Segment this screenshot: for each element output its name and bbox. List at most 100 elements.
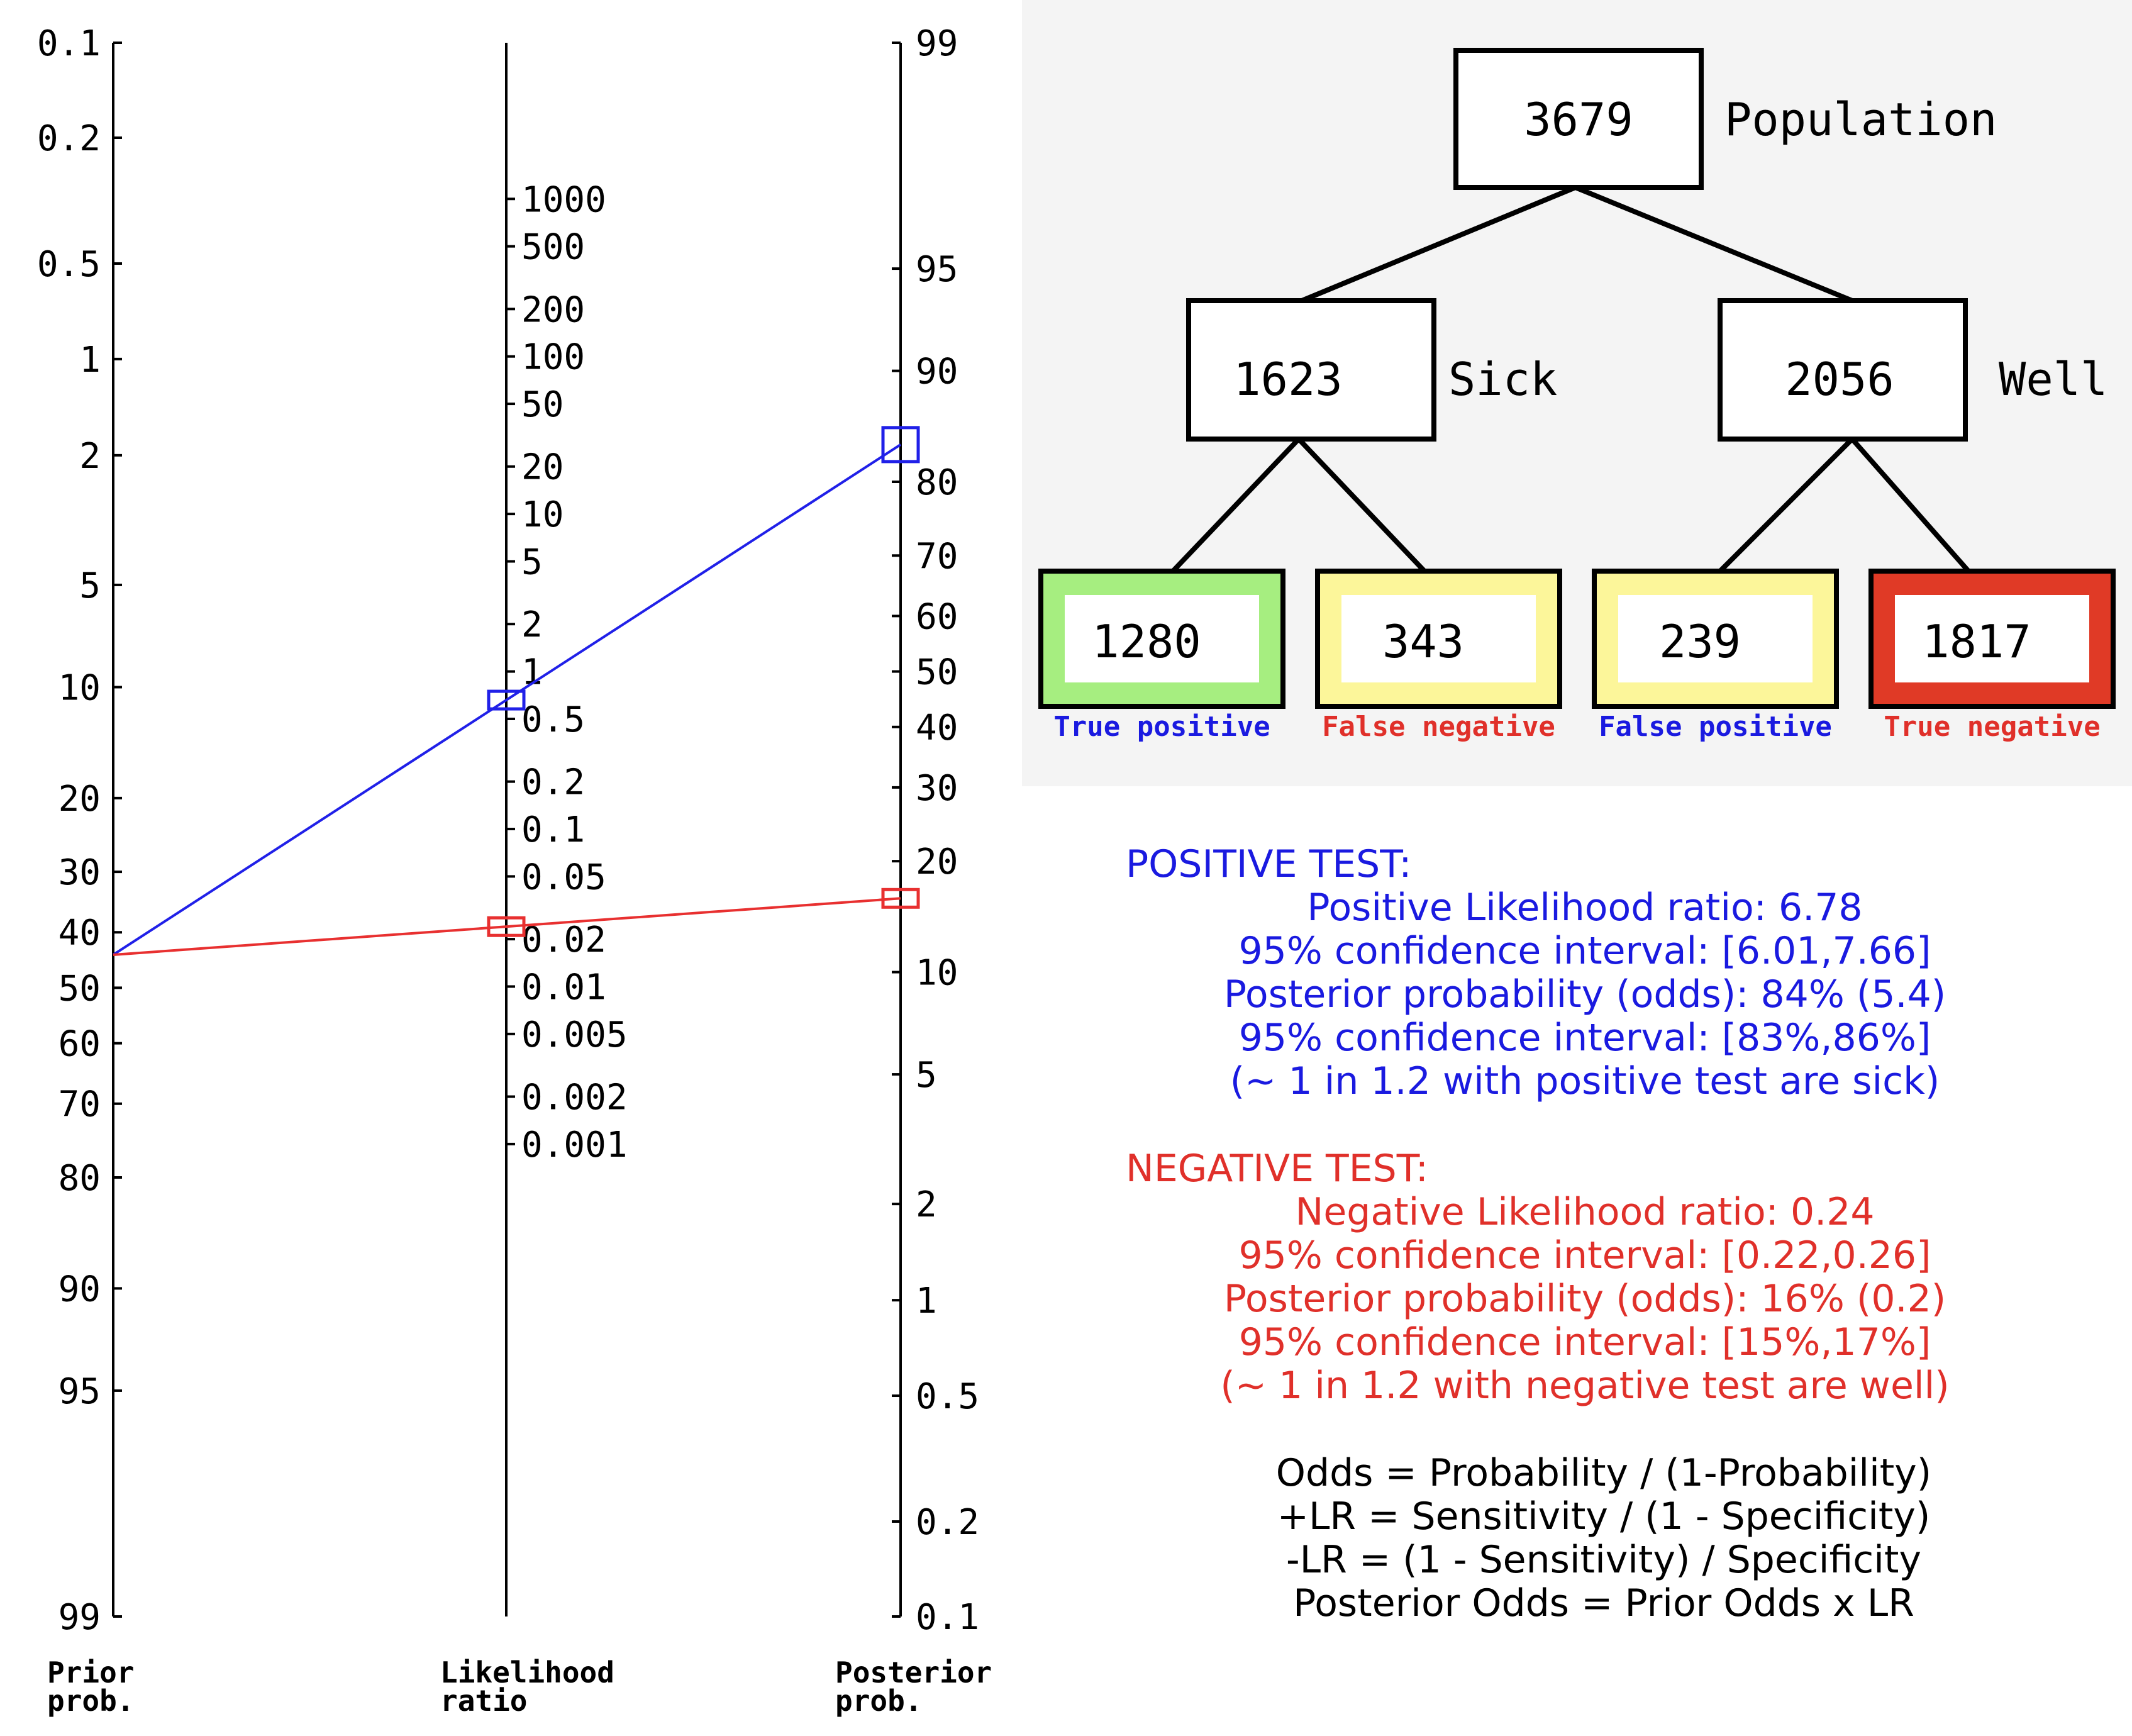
prior-tick-label-1: 1: [79, 340, 101, 381]
population-value: 3679: [1524, 93, 1633, 146]
posterior-tick-label-90: 90: [916, 352, 958, 392]
lr-label-line2: ratio: [440, 1684, 527, 1718]
population-box: [1453, 48, 1704, 190]
false-negative-value: 343: [1382, 615, 1464, 668]
false-positive-inner: [1618, 595, 1813, 682]
well-value: 2056: [1785, 353, 1894, 406]
posterior-label-line1: Posterior: [835, 1655, 992, 1689]
population-label: Population: [1724, 93, 1997, 146]
prior-tick-label-0p5: 0.5: [37, 244, 101, 285]
lr-tick-label-0p1: 0.1: [521, 810, 585, 850]
posterior-tick-label-70: 70: [916, 536, 958, 577]
posterior-tick-label-0p2: 0.2: [916, 1502, 979, 1543]
positive-lr-marker: [487, 689, 526, 711]
posterior-tick-label-80: 80: [916, 462, 958, 503]
true-negative-inner: [1895, 595, 2089, 682]
formula-odds: Odds = Probability / (1-Probability): [1275, 1451, 1932, 1495]
well-box: [1718, 298, 1968, 442]
negative-test-line: [113, 897, 901, 956]
prior-tick-label-10: 10: [58, 667, 101, 708]
lr-tick-label-0p005: 0.005: [521, 1015, 628, 1055]
positive-posterior-marker: [881, 426, 920, 464]
lr-tick-label-20: 20: [521, 447, 564, 488]
formula-plus-lr: +LR = Sensitivity / (1 - Specificity): [1277, 1494, 1931, 1538]
prior-tick-label-70: 70: [58, 1084, 101, 1125]
prior-label-line1: Prior: [47, 1655, 134, 1689]
positive-test-block: POSITIVE TEST: Positive Likelihood ratio…: [1094, 843, 2075, 1103]
lr-tick-label-5: 5: [521, 542, 543, 583]
lr-tick-label-2: 2: [521, 604, 543, 645]
posterior-tick-label-60: 60: [916, 596, 958, 637]
lr-tick-label-1000: 1000: [521, 179, 606, 220]
formula-minus-lr: -LR = (1 - Sensitivity) / Specificity: [1286, 1538, 1921, 1582]
tree-leaves: 1280 True positive 343 False negative 239 Fal…: [1038, 569, 2116, 743]
false-negative-label: False negative: [1322, 711, 1555, 743]
lr-tick-label-0p001: 0.001: [521, 1125, 628, 1166]
prior-tick-label-40: 40: [58, 913, 101, 954]
positive-lr-line: Positive Likelihood ratio: 6.78: [1307, 886, 1863, 930]
positive-test-line: [112, 443, 902, 956]
negative-summary-line: (~ 1 in 1.2 with negative test are well): [1220, 1364, 1950, 1408]
prior-tick-label-90: 90: [58, 1269, 101, 1310]
negative-test-block: NEGATIVE TEST: Negative Likelihood ratio…: [1094, 1147, 2075, 1408]
prior-tick-label-0p2: 0.2: [37, 118, 101, 159]
lr-tick-label-10: 10: [521, 494, 564, 535]
prior-tick-label-20: 20: [58, 779, 101, 820]
prior-tick-label-60: 60: [58, 1024, 101, 1065]
positive-posterior-ci-line: 95% confidence interval: [83%,86%]: [1238, 1016, 1931, 1060]
prior-tick-label-99: 99: [58, 1597, 101, 1638]
lr-tick-label-0p2: 0.2: [521, 762, 585, 803]
lr-tick-label-500: 500: [521, 227, 585, 268]
posterior-tick-label-2: 2: [916, 1184, 937, 1225]
false-negative-inner: [1341, 595, 1536, 682]
prior-tick-label-95: 95: [58, 1371, 101, 1412]
prior-label-line2: prob.: [47, 1684, 134, 1718]
negative-posterior-line: Posterior probability (odds): 16% (0.2): [1223, 1277, 1946, 1321]
lr-axis-ticks: 1000 500 200 100 50 20 10 5 2 1 0.5 0.2 0.1 0.05 0.02 0…: [506, 179, 628, 1166]
lr-tick-label-0p02: 0.02: [521, 920, 606, 960]
positive-lr-ci-line: 95% confidence interval: [6.01,7.66]: [1238, 929, 1931, 973]
posterior-tick-label-30: 30: [916, 768, 958, 809]
lr-tick-label-100: 100: [521, 337, 585, 378]
lr-tick-label-50: 50: [521, 384, 564, 425]
posterior-tick-label-5: 5: [916, 1055, 937, 1096]
fagan-nomogram: 0.1 0.2 0.5 1 2 5 10 20 30 40 50 60 70 80 90 95 99 1000 5…: [37, 23, 992, 1718]
lr-tick-label-0p05: 0.05: [521, 857, 606, 898]
prior-tick-label-80: 80: [58, 1158, 101, 1199]
formula-posterior-odds: Posterior Odds = Prior Odds x LR: [1293, 1581, 1914, 1625]
sick-label: Sick: [1448, 353, 1557, 406]
lr-tick-label-200: 200: [521, 289, 585, 330]
population-tree: 3679 Population 1623 Sick 2056 Well 1280…: [1022, 0, 2132, 786]
prior-tick-label-2: 2: [79, 436, 101, 477]
positive-test-heading: POSITIVE TEST:: [1126, 842, 1412, 886]
positive-summary-line: (~ 1 in 1.2 with positive test are sick): [1230, 1059, 1940, 1103]
negative-lr-line: Negative Likelihood ratio: 0.24: [1295, 1190, 1875, 1234]
posterior-tick-label-95: 95: [916, 249, 958, 290]
posterior-tick-label-50: 50: [916, 652, 958, 693]
positive-posterior-line: Posterior probability (odds): 84% (5.4): [1223, 972, 1946, 1016]
true-negative-value: 1817: [1922, 615, 2031, 668]
prior-tick-label-50: 50: [58, 968, 101, 1009]
negative-lr-ci-line: 95% confidence interval: [0.22,0.26]: [1238, 1233, 1931, 1277]
posterior-tick-label-20: 20: [916, 842, 958, 882]
posterior-tick-label-10: 10: [916, 953, 958, 994]
posterior-tick-label-0p1: 0.1: [916, 1597, 979, 1638]
prior-tick-label-30: 30: [58, 852, 101, 893]
lr-label-line1: Likelihood: [440, 1655, 614, 1689]
prior-tick-label-0p1: 0.1: [37, 23, 101, 64]
prior-axis-ticks: 0.1 0.2 0.5 1 2 5 10 20 30 40 50 60 70 80 90 95 99: [37, 23, 122, 1638]
negative-posterior-ci-line: 95% confidence interval: [15%,17%]: [1238, 1320, 1931, 1364]
sick-box: [1186, 298, 1436, 442]
lr-tick-label-1: 1: [521, 652, 543, 693]
results-panel: POSITIVE TEST: Positive Likelihood ratio…: [1094, 843, 2075, 1625]
posterior-tick-label-0p5: 0.5: [916, 1376, 979, 1417]
true-negative-label: True negative: [1884, 711, 2100, 743]
posterior-tick-label-1: 1: [916, 1281, 937, 1321]
true-positive-inner: [1065, 595, 1259, 682]
false-positive-value: 239: [1659, 615, 1741, 668]
negative-lr-marker: [487, 916, 526, 937]
posterior-label-line2: prob.: [835, 1684, 922, 1718]
lr-tick-label-0p002: 0.002: [521, 1077, 628, 1118]
posterior-tick-label-99: 99: [916, 23, 958, 64]
posterior-axis-ticks: 99 95 90 80 70 60 50 40 30 20 10 5 2 1 0.5 0.2 0.1: [892, 23, 979, 1638]
